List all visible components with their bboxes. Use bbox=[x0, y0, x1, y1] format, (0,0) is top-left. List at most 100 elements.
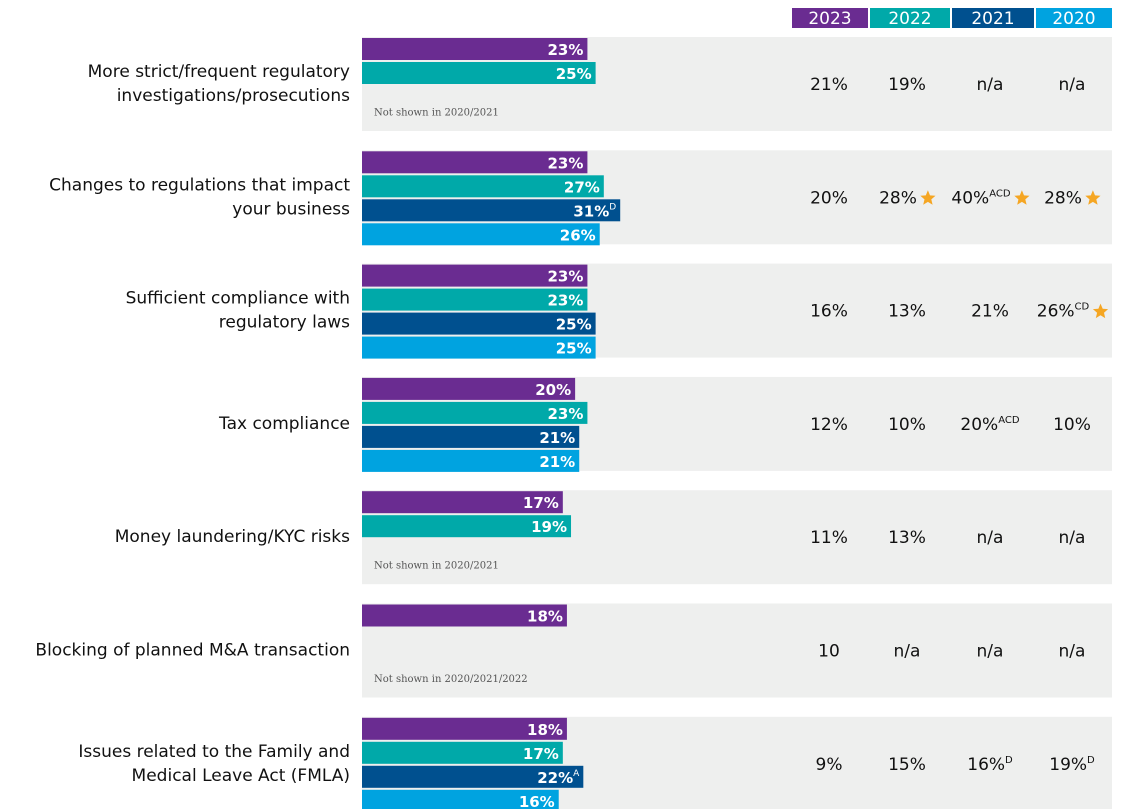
significance-mark: D bbox=[1005, 755, 1013, 766]
legend-swatch bbox=[792, 8, 868, 28]
value-text: 25% bbox=[556, 315, 592, 333]
cell-text: 20% bbox=[810, 188, 848, 208]
bar-value-label: 31%D bbox=[573, 202, 616, 220]
cell-text: 28% bbox=[1044, 188, 1082, 208]
cell-text: 19% bbox=[888, 75, 926, 95]
value-text: 19% bbox=[531, 518, 567, 536]
bar-value-label: 25% bbox=[556, 339, 592, 357]
bar-value-label: 18% bbox=[527, 720, 563, 738]
note: Not shown in 2020/2021 bbox=[374, 561, 499, 572]
bar bbox=[362, 377, 576, 400]
category-label: your business bbox=[232, 199, 350, 219]
significance-mark: A bbox=[573, 768, 580, 778]
bar bbox=[362, 264, 588, 287]
significance-mark: ACD bbox=[989, 188, 1011, 199]
table-cell: n/a bbox=[1059, 528, 1086, 548]
bar-value-label: 18% bbox=[527, 607, 563, 625]
cell-text: n/a bbox=[1059, 75, 1086, 95]
value-text: 23% bbox=[548, 267, 584, 285]
table-cell: 13% bbox=[888, 302, 926, 322]
cell-text: n/a bbox=[1059, 528, 1086, 548]
value-text: 23% bbox=[548, 404, 584, 422]
bar-value-label: 23% bbox=[548, 291, 584, 309]
legend-label: 2021 bbox=[971, 9, 1014, 29]
significance-mark: D bbox=[1087, 755, 1095, 766]
bar bbox=[362, 449, 580, 472]
value-text: 26% bbox=[560, 226, 596, 244]
value-text: 17% bbox=[523, 744, 559, 762]
bar bbox=[362, 336, 596, 359]
bar-value-label: 21% bbox=[539, 428, 575, 446]
cell-text: 10% bbox=[888, 415, 926, 435]
table-cell: 16%D bbox=[967, 755, 1013, 775]
legend-swatch bbox=[870, 8, 950, 28]
table-cell: 10% bbox=[888, 415, 926, 435]
table-cell: 10 bbox=[818, 642, 840, 662]
cell-text: n/a bbox=[977, 642, 1004, 662]
cell-text: 20% bbox=[960, 415, 998, 435]
table-cell: n/a bbox=[894, 642, 921, 662]
table-cell: 26%CD bbox=[1037, 302, 1090, 322]
cell-text: 40% bbox=[951, 188, 989, 208]
value-text: 23% bbox=[548, 41, 584, 59]
bar bbox=[362, 515, 572, 538]
significance-mark: CD bbox=[1075, 302, 1090, 313]
value-text: 17% bbox=[523, 494, 559, 512]
bar bbox=[362, 425, 580, 448]
bar bbox=[362, 223, 600, 246]
bar bbox=[362, 789, 559, 809]
table-cell: 21% bbox=[810, 75, 848, 95]
bar bbox=[362, 741, 563, 764]
bar-value-label: 23% bbox=[548, 154, 584, 172]
bar bbox=[362, 401, 588, 424]
cell-text: 15% bbox=[888, 755, 926, 775]
cell-text: 9% bbox=[816, 755, 843, 775]
value-text: 21% bbox=[539, 428, 575, 446]
bar-value-label: 27% bbox=[564, 178, 600, 196]
cell-text: 21% bbox=[810, 75, 848, 95]
bar-value-label: 26% bbox=[560, 226, 596, 244]
legend-label: 2020 bbox=[1052, 9, 1095, 29]
bar-value-label: 25% bbox=[556, 65, 592, 83]
legend-label: 2023 bbox=[808, 9, 851, 29]
legend-swatch bbox=[952, 8, 1034, 28]
value-text: 16% bbox=[519, 792, 555, 809]
bar bbox=[362, 288, 588, 311]
table-cell: 11% bbox=[810, 528, 848, 548]
table-cell: 21% bbox=[971, 302, 1009, 322]
note: Not shown in 2020/2021/2022 bbox=[374, 674, 528, 685]
table-cell: 40%ACD bbox=[951, 188, 1010, 208]
bar-value-label: 23% bbox=[548, 267, 584, 285]
table-cell: n/a bbox=[977, 75, 1004, 95]
table-cell: n/a bbox=[977, 642, 1004, 662]
value-text: 20% bbox=[535, 380, 571, 398]
cell-text: 13% bbox=[888, 302, 926, 322]
bar-value-label: 16% bbox=[519, 792, 555, 809]
cell-text: n/a bbox=[1059, 642, 1086, 662]
note: Not shown in 2020/2021 bbox=[374, 108, 499, 119]
bar bbox=[362, 312, 596, 335]
cell-text: 16% bbox=[810, 302, 848, 322]
legend-label: 2022 bbox=[888, 9, 931, 29]
bar-value-label: 22%A bbox=[537, 768, 580, 786]
cell-text: n/a bbox=[977, 528, 1004, 548]
table-cell: n/a bbox=[1059, 642, 1086, 662]
bar-value-label: 23% bbox=[548, 404, 584, 422]
table-cell: 9% bbox=[816, 755, 843, 775]
table-cell: 10% bbox=[1053, 415, 1091, 435]
bar-value-label: 19% bbox=[531, 518, 567, 536]
category-label: Medical Leave Act (FMLA) bbox=[132, 766, 350, 786]
bar-value-label: 17% bbox=[523, 494, 559, 512]
category-label: Sufficient compliance with bbox=[126, 289, 350, 309]
table-cell: 19%D bbox=[1049, 755, 1095, 775]
star-icon bbox=[920, 190, 936, 205]
category-label: Tax compliance bbox=[218, 414, 350, 434]
cell-text: 11% bbox=[810, 528, 848, 548]
cell-text: 19% bbox=[1049, 755, 1087, 775]
cell-text: 10% bbox=[1053, 415, 1091, 435]
value-text: 22% bbox=[537, 768, 573, 786]
bar bbox=[362, 175, 604, 198]
bar-value-label: 25% bbox=[556, 315, 592, 333]
bar-value-label: 17% bbox=[523, 744, 559, 762]
category-label: More strict/frequent regulatory bbox=[88, 62, 350, 82]
